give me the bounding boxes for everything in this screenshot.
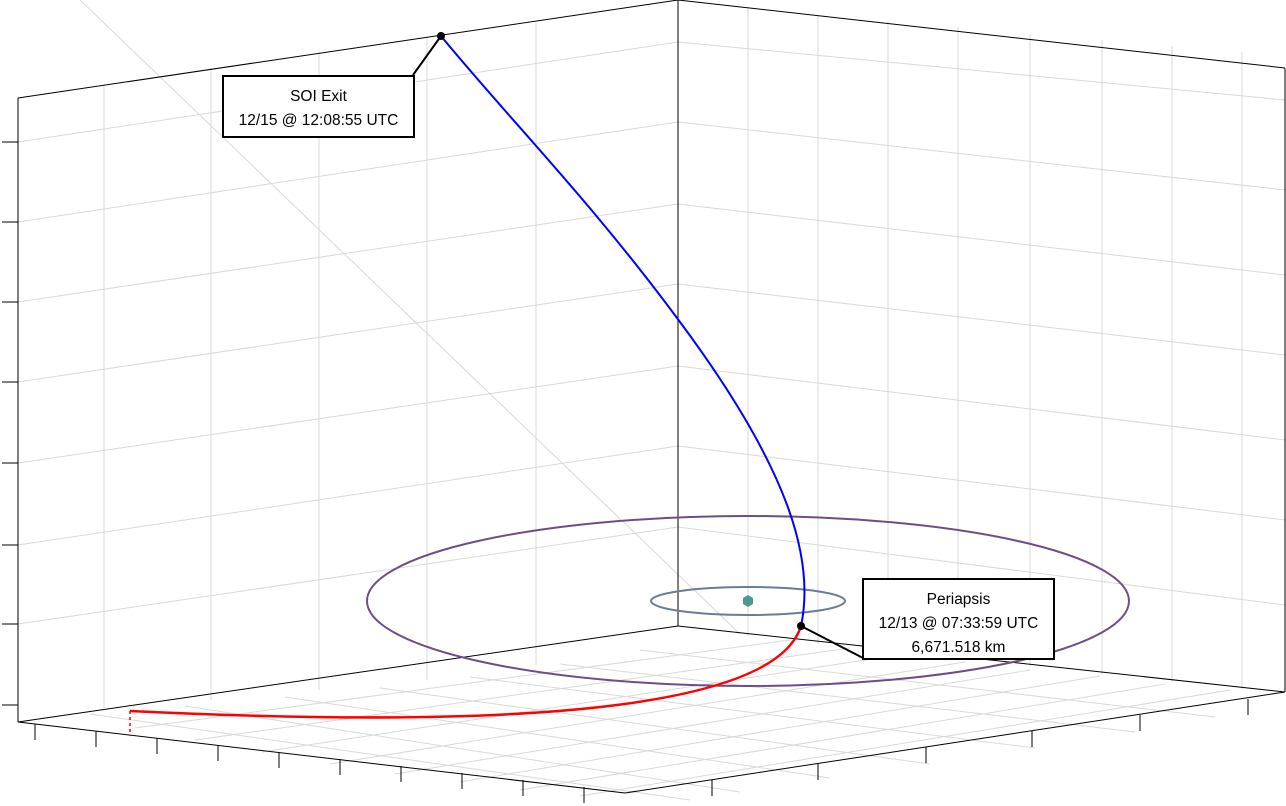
axis-ticks bbox=[2, 141, 1249, 803]
soi-exit-point bbox=[437, 32, 445, 40]
periapsis-point bbox=[797, 622, 805, 630]
soi-exit-leader bbox=[412, 35, 442, 76]
back-wall-grid bbox=[17, 8, 1286, 708]
floor-grid bbox=[79, 0, 1231, 801]
periapsis-title: Periapsis bbox=[926, 591, 991, 608]
inner-orbit bbox=[650, 586, 846, 616]
soi-exit-title: SOI Exit bbox=[290, 88, 347, 105]
periapsis-leader bbox=[800, 625, 864, 659]
soi-exit-callout: SOI Exit 12/15 @ 12:08:55 UTC bbox=[222, 75, 415, 138]
axis-frame bbox=[17, 0, 1286, 794]
central-body-marker bbox=[743, 595, 753, 607]
periapsis-time: 12/13 @ 07:33:59 UTC bbox=[878, 615, 1039, 632]
arrival-trajectory bbox=[129, 625, 803, 719]
departure-trajectory bbox=[440, 35, 806, 627]
periapsis-callout: Periapsis 12/13 @ 07:33:59 UTC 6,671.518… bbox=[862, 578, 1055, 660]
soi-exit-time: 12/15 @ 12:08:55 UTC bbox=[238, 112, 399, 129]
periapsis-altitude: 6,671.518 km bbox=[911, 639, 1006, 656]
outer-orbit bbox=[366, 515, 1130, 687]
